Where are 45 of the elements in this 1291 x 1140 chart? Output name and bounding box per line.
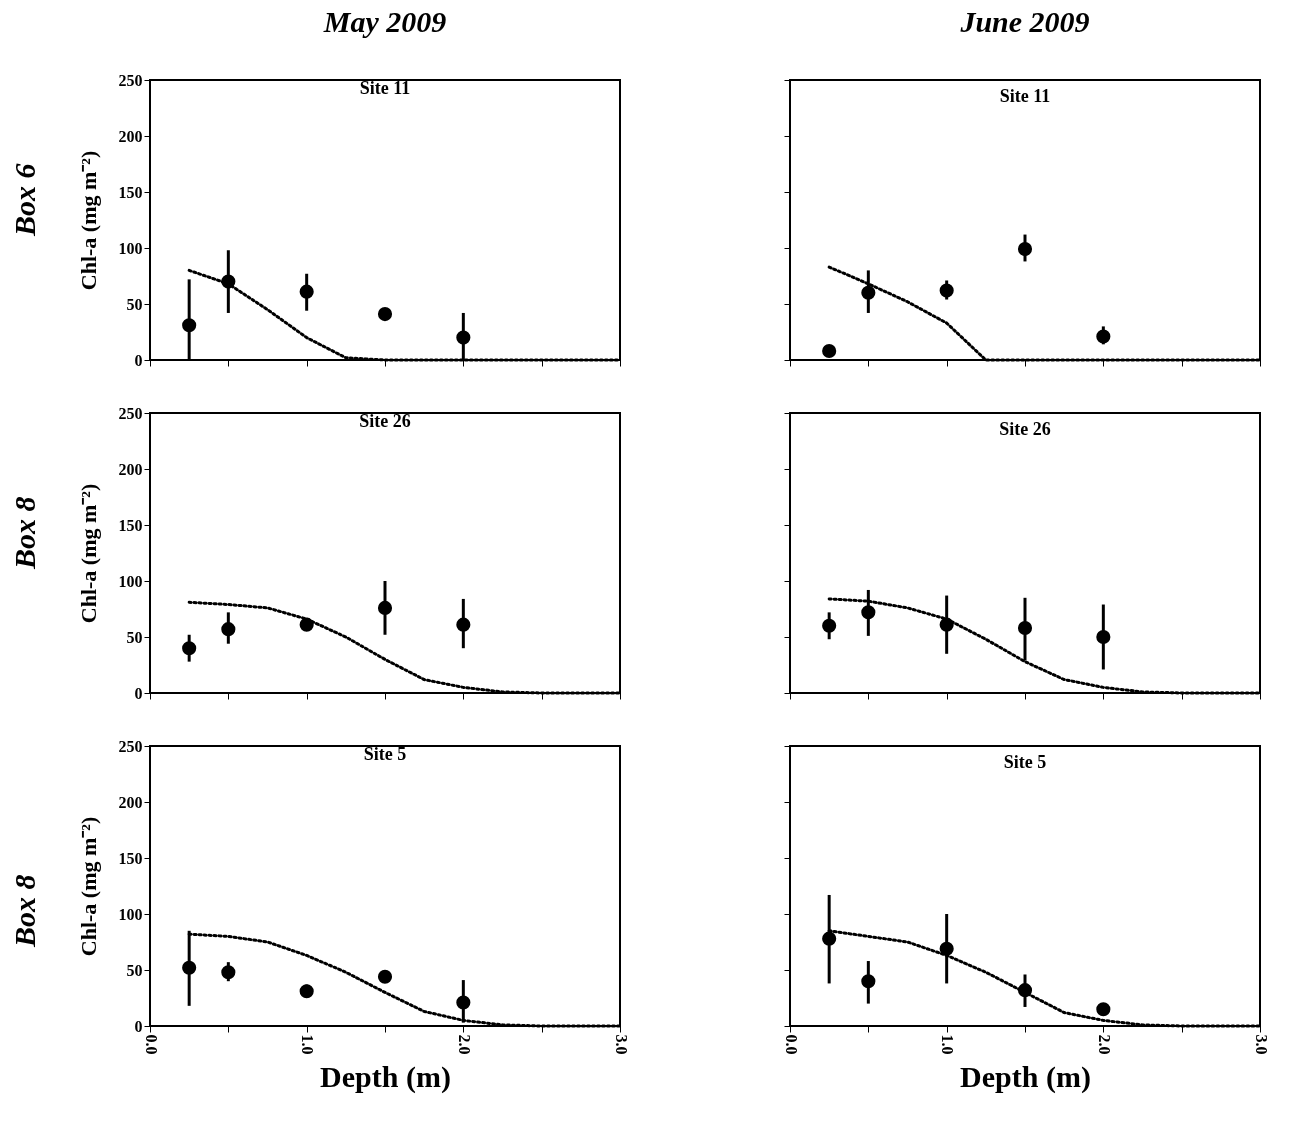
text: Box 6 bbox=[8, 162, 42, 239]
y-tick-label: 0 bbox=[134, 1017, 143, 1035]
x-tick-label: 0.0 bbox=[782, 1034, 800, 1055]
chart-title: Site 5 bbox=[363, 744, 407, 764]
y-tick-label: 150 bbox=[118, 183, 143, 201]
y-tick-label: 200 bbox=[118, 127, 143, 145]
x-tick-label: 2.0 bbox=[455, 1034, 473, 1055]
y-axis-title: Chl-a (mg m⁻²) bbox=[75, 483, 101, 624]
text: Box 8 bbox=[8, 495, 42, 572]
x-tick-label: 1.0 bbox=[939, 1034, 957, 1055]
x-tick-label: 3.0 bbox=[1252, 1034, 1270, 1055]
y-tick-label: 0 bbox=[134, 684, 143, 702]
y-tick-label: 50 bbox=[126, 628, 143, 646]
y-tick-label: 250 bbox=[118, 71, 143, 89]
text: May 2009 bbox=[322, 5, 448, 39]
chart-title: Site 11 bbox=[999, 85, 1051, 106]
chart-title: Site 5 bbox=[1003, 751, 1047, 772]
y-tick-label: 50 bbox=[126, 961, 143, 979]
point bbox=[822, 343, 837, 359]
x-axis-title: Depth (m) bbox=[320, 1059, 451, 1094]
y-tick-label: 200 bbox=[118, 793, 143, 811]
y-tick-label: 0 bbox=[134, 351, 143, 369]
y-tick-label: 100 bbox=[118, 239, 143, 257]
y-axis-title: Chl-a (mg m⁻²) bbox=[75, 816, 101, 957]
y-tick-label: 150 bbox=[118, 516, 143, 534]
chart-title: Site 26 bbox=[359, 411, 411, 431]
x-axis-title: Depth (m) bbox=[960, 1059, 1091, 1094]
text: Box 8 bbox=[8, 873, 42, 950]
x-tick-label: 3.0 bbox=[612, 1034, 630, 1055]
y-tick-label: 50 bbox=[126, 295, 143, 313]
x-tick-label: 1.0 bbox=[299, 1034, 317, 1055]
chart-title: Site 26 bbox=[999, 418, 1051, 439]
y-tick-label: 200 bbox=[118, 460, 143, 478]
y-tick-label: 100 bbox=[118, 905, 143, 923]
point bbox=[377, 307, 393, 322]
y-tick-label: 250 bbox=[118, 404, 143, 422]
x-tick-label: 2.0 bbox=[1095, 1034, 1113, 1055]
x-tick-label: 0.0 bbox=[142, 1034, 160, 1055]
y-axis-title: Chl-a (mg m⁻²) bbox=[75, 150, 101, 291]
y-tick-label: 100 bbox=[118, 572, 143, 590]
point bbox=[377, 969, 393, 984]
chart-title: Site 11 bbox=[359, 78, 411, 98]
y-tick-label: 150 bbox=[118, 849, 143, 867]
text: June 2009 bbox=[959, 5, 1091, 39]
y-tick-label: 250 bbox=[118, 737, 143, 755]
